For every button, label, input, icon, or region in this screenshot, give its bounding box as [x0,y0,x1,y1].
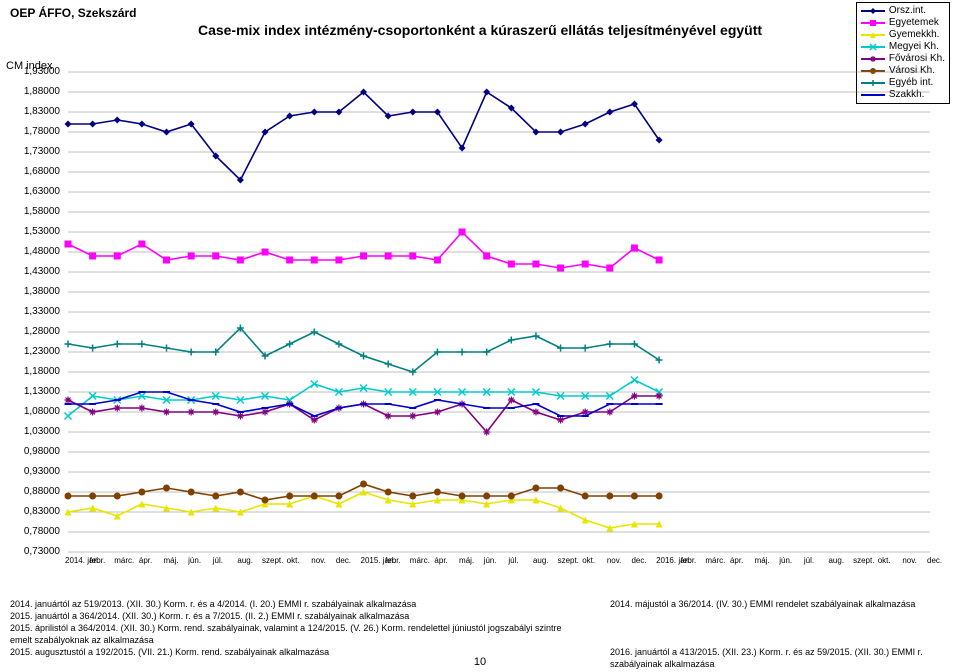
x-tick-label: dec. [336,556,351,565]
y-tick-label: 1,78000 [8,126,60,137]
chart-title: Case-mix index intézmény-csoportonként a… [150,22,810,38]
x-tick-label: szept. [853,556,874,565]
y-tick-label: 0,73000 [8,546,60,557]
x-tick-label: nov. [902,556,917,565]
y-tick-label: 0,88000 [8,486,60,497]
header-left: OEP ÁFFO, Szekszárd [10,6,137,20]
y-tick-label: 0,83000 [8,506,60,517]
legend-label: Orsz.int. [889,5,926,17]
x-tick-label: júl. [213,556,223,565]
y-tick-label: 1,08000 [8,406,60,417]
y-tick-label: 1,73000 [8,146,60,157]
x-tick-label: jún. [779,556,792,565]
x-tick-label: ápr. [730,556,743,565]
y-tick-label: 1,63000 [8,186,60,197]
y-tick-label: 1,38000 [8,286,60,297]
y-tick-label: 1,13000 [8,386,60,397]
y-tick-label: 1,88000 [8,86,60,97]
x-tick-label: máj. [164,556,179,565]
footnote-left: 2014. januártól az 519/2013. (XII. 30.) … [10,598,570,610]
y-tick-label: 1,68000 [8,166,60,177]
x-tick-label: aug. [828,556,844,565]
x-tick-label: szept. [262,556,283,565]
x-tick-label: ápr. [139,556,152,565]
footnote-left: 2015. áprilistól a 364/2014. (XII. 30.) … [10,622,570,646]
x-tick-label: dec. [631,556,646,565]
x-tick-label: okt. [878,556,891,565]
x-tick-label: márc. [114,556,134,565]
x-tick-label: febr. [90,556,106,565]
x-tick-label: aug. [237,556,253,565]
y-tick-label: 1,23000 [8,346,60,357]
footnote-left: 2015. januártól a 364/2014. (XII. 30.) K… [10,610,570,622]
y-tick-label: 1,18000 [8,366,60,377]
x-tick-label: ápr. [434,556,447,565]
y-tick-label: 1,93000 [8,66,60,77]
legend-label: Fővárosi Kh. [889,53,945,65]
x-tick-label: dec. [927,556,942,565]
legend-item: Gyemekkh. [861,29,945,41]
x-tick-label: jún. [484,556,497,565]
y-tick-label: 1,58000 [8,206,60,217]
page-number: 10 [0,656,960,668]
legend-item: Megyei Kh. [861,41,945,53]
x-tick-label: máj. [459,556,474,565]
x-tick-label: márc. [410,556,430,565]
x-tick-label: okt. [287,556,300,565]
legend-label: Gyemekkh. [889,29,940,41]
y-tick-label: 0,78000 [8,526,60,537]
legend-item: Fővárosi Kh. [861,53,945,65]
y-tick-label: 1,53000 [8,226,60,237]
x-tick-label: nov. [311,556,326,565]
x-tick-label: máj. [755,556,770,565]
chart-area [68,72,930,552]
legend-label: Megyei Kh. [889,41,939,53]
x-tick-label: nov. [607,556,622,565]
x-tick-label: szept. [558,556,579,565]
x-tick-label: márc. [705,556,725,565]
x-tick-label: júl. [804,556,814,565]
y-tick-label: 1,03000 [8,426,60,437]
x-tick-label: febr. [385,556,401,565]
legend-label: Egyetemek [889,17,939,29]
x-tick-label: okt. [582,556,595,565]
y-tick-label: 1,43000 [8,266,60,277]
y-tick-label: 0,98000 [8,446,60,457]
legend-item: Orsz.int. [861,5,945,17]
y-tick-label: 1,83000 [8,106,60,117]
legend-item: Egyetemek [861,17,945,29]
x-tick-label: febr. [681,556,697,565]
footnote-right: 2014. májustól a 36/2014. (IV. 30.) EMMI… [610,598,915,610]
y-tick-label: 0,93000 [8,466,60,477]
y-tick-label: 1,33000 [8,306,60,317]
y-tick-label: 1,28000 [8,326,60,337]
x-tick-label: jún. [188,556,201,565]
x-tick-label: júl. [508,556,518,565]
y-tick-label: 1,48000 [8,246,60,257]
x-tick-label: aug. [533,556,549,565]
